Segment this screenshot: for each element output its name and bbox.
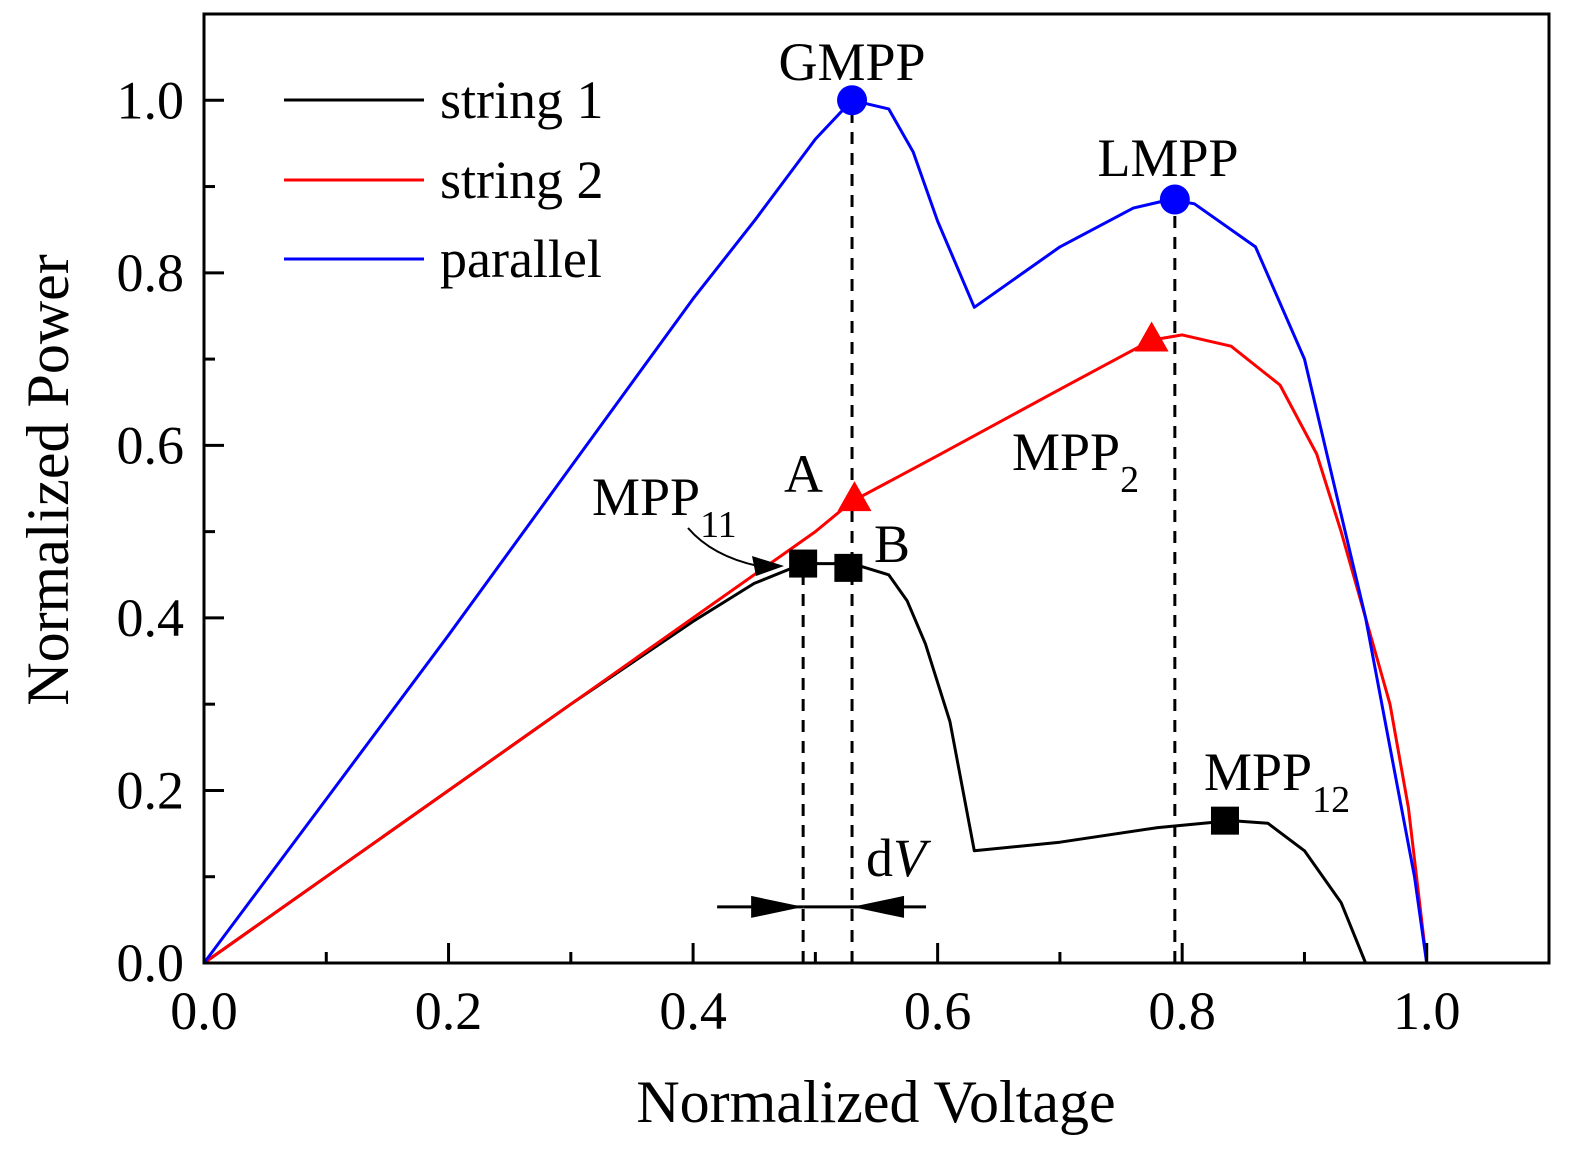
mpp11-label-main: MPP [592, 467, 700, 527]
series-line-parallel [202, 98, 1549, 965]
y-tick-label: 0.2 [117, 760, 185, 820]
mpp11-label: MPP11 [592, 467, 737, 546]
legend-label-parallel: parallel [440, 229, 602, 289]
mpp2-label-main: MPP [1012, 422, 1120, 482]
mpp12-label-main: MPP [1204, 742, 1312, 802]
mpp11-leader-arrowhead [752, 556, 784, 576]
marker-a [837, 481, 872, 512]
x-tick-label: 0.8 [1148, 981, 1216, 1041]
plot-frame [202, 12, 1551, 965]
x-tick-label: 0.6 [904, 981, 972, 1041]
dv-arrow-left-head [751, 895, 804, 918]
y-tick-label: 0.4 [117, 588, 185, 648]
legend: string 1 string 2 parallel [284, 70, 604, 289]
lmpp-label: LMPP [1097, 128, 1238, 188]
dv-arrow-right-head [852, 895, 905, 918]
marker-mpp12 [1210, 806, 1239, 835]
marker-mpp11 [789, 549, 818, 578]
x-tick-label: 0.2 [415, 981, 483, 1041]
y-tick-label: 0.6 [117, 415, 185, 475]
mpp11-label-sub: 11 [700, 504, 737, 546]
mpp11-leader-line [687, 527, 759, 567]
marker-lmpp [1159, 184, 1190, 215]
legend-label-string-2: string 2 [440, 150, 604, 210]
axis-ticks: 0.0 0.2 0.4 0.6 0.8 1.0 0.0 0.2 0.4 0.6 0.8 1.0 [117, 12, 1551, 1041]
dv-label-d: d [866, 828, 893, 888]
mpp2-label-sub: 2 [1120, 459, 1139, 501]
legend-label-string-1: string 1 [440, 70, 604, 130]
dv-label: dV [866, 828, 932, 888]
mpp12-label: MPP12 [1204, 742, 1350, 821]
axes-frame [202, 12, 1551, 965]
x-tick-label: 1.0 [1393, 981, 1461, 1041]
plot-layer [202, 85, 1549, 965]
mpp12-label-sub: 12 [1312, 779, 1350, 821]
mpp2-label: MPP2 [1012, 422, 1139, 501]
x-axis-title: Normalized Voltage [636, 1069, 1115, 1135]
x-tick-label: 0.4 [659, 981, 727, 1041]
marker-b [834, 553, 863, 582]
series-line-string-2 [203, 333, 1549, 965]
point-b-label: B [874, 514, 910, 574]
y-tick-label: 0.0 [117, 933, 185, 993]
y-tick-label: 1.0 [117, 70, 185, 130]
x-tick-label: 0.0 [170, 981, 238, 1041]
point-a-label: A [784, 444, 823, 504]
y-tick-label: 0.8 [117, 243, 185, 303]
gmpp-label: GMPP [778, 32, 925, 92]
y-axis-title: Normalized Power [15, 254, 81, 706]
marker-mpp2 [1134, 321, 1169, 352]
dv-label-v: V [893, 828, 932, 888]
marker-gmpp [837, 85, 868, 116]
